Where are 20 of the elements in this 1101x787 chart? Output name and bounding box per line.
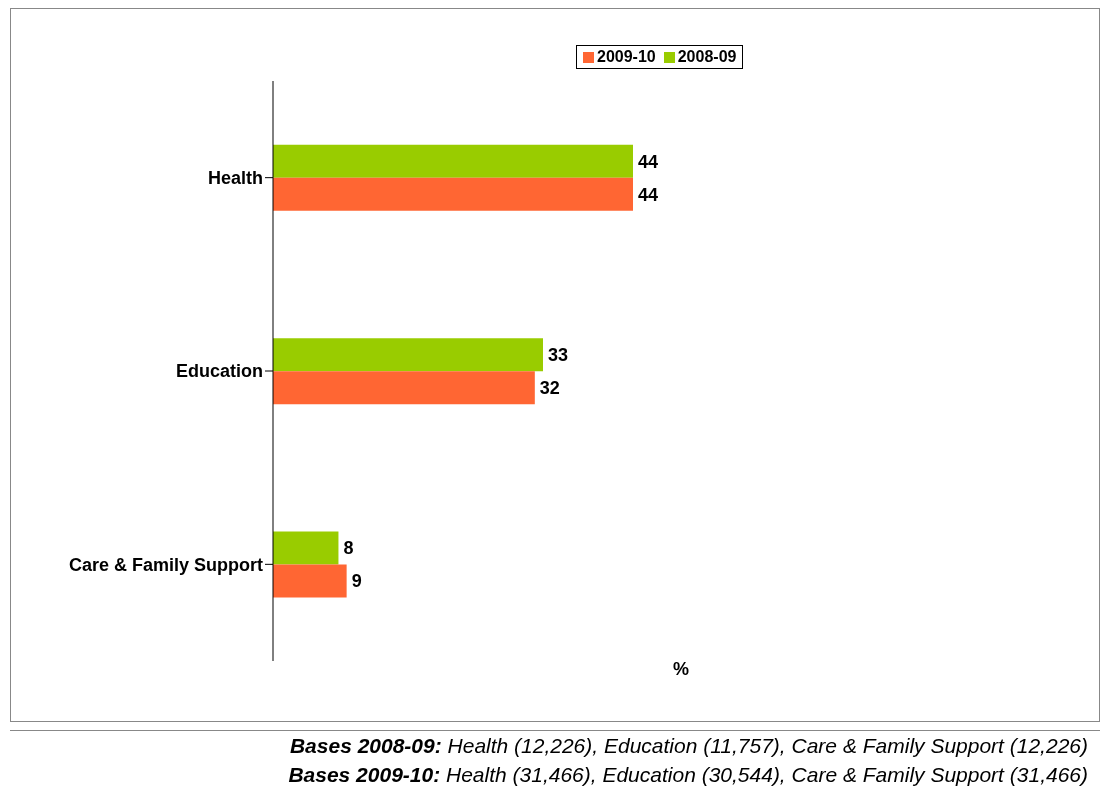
bar xyxy=(273,371,535,405)
legend-label: 2009-10 xyxy=(596,48,656,66)
bar xyxy=(273,531,339,565)
text: Bases 2008-09: Health (12,226), Education (11,757), Care & Family Support (12,226) xyxy=(288,733,1088,759)
data-label: 33 xyxy=(548,345,569,366)
data-label: 8 xyxy=(343,538,354,559)
data-label: 44 xyxy=(638,151,659,172)
x-axis-title: % xyxy=(673,659,690,680)
y-tick-label: Care & Family Support xyxy=(68,554,263,575)
legend-label: 2008-09 xyxy=(676,48,737,66)
data-label: 44 xyxy=(638,184,659,205)
bar xyxy=(273,144,633,178)
bar xyxy=(273,564,347,598)
data-label: 32 xyxy=(539,378,560,399)
bar xyxy=(273,338,543,372)
data-label: 9 xyxy=(351,571,362,592)
y-tick-label: Education xyxy=(175,361,263,382)
text: Bases 2009-10: Health (31,466), Education (30,544), Care & Family Support (31,466) xyxy=(287,762,1088,787)
y-tick-label: Health xyxy=(207,168,263,189)
bar xyxy=(273,177,633,211)
